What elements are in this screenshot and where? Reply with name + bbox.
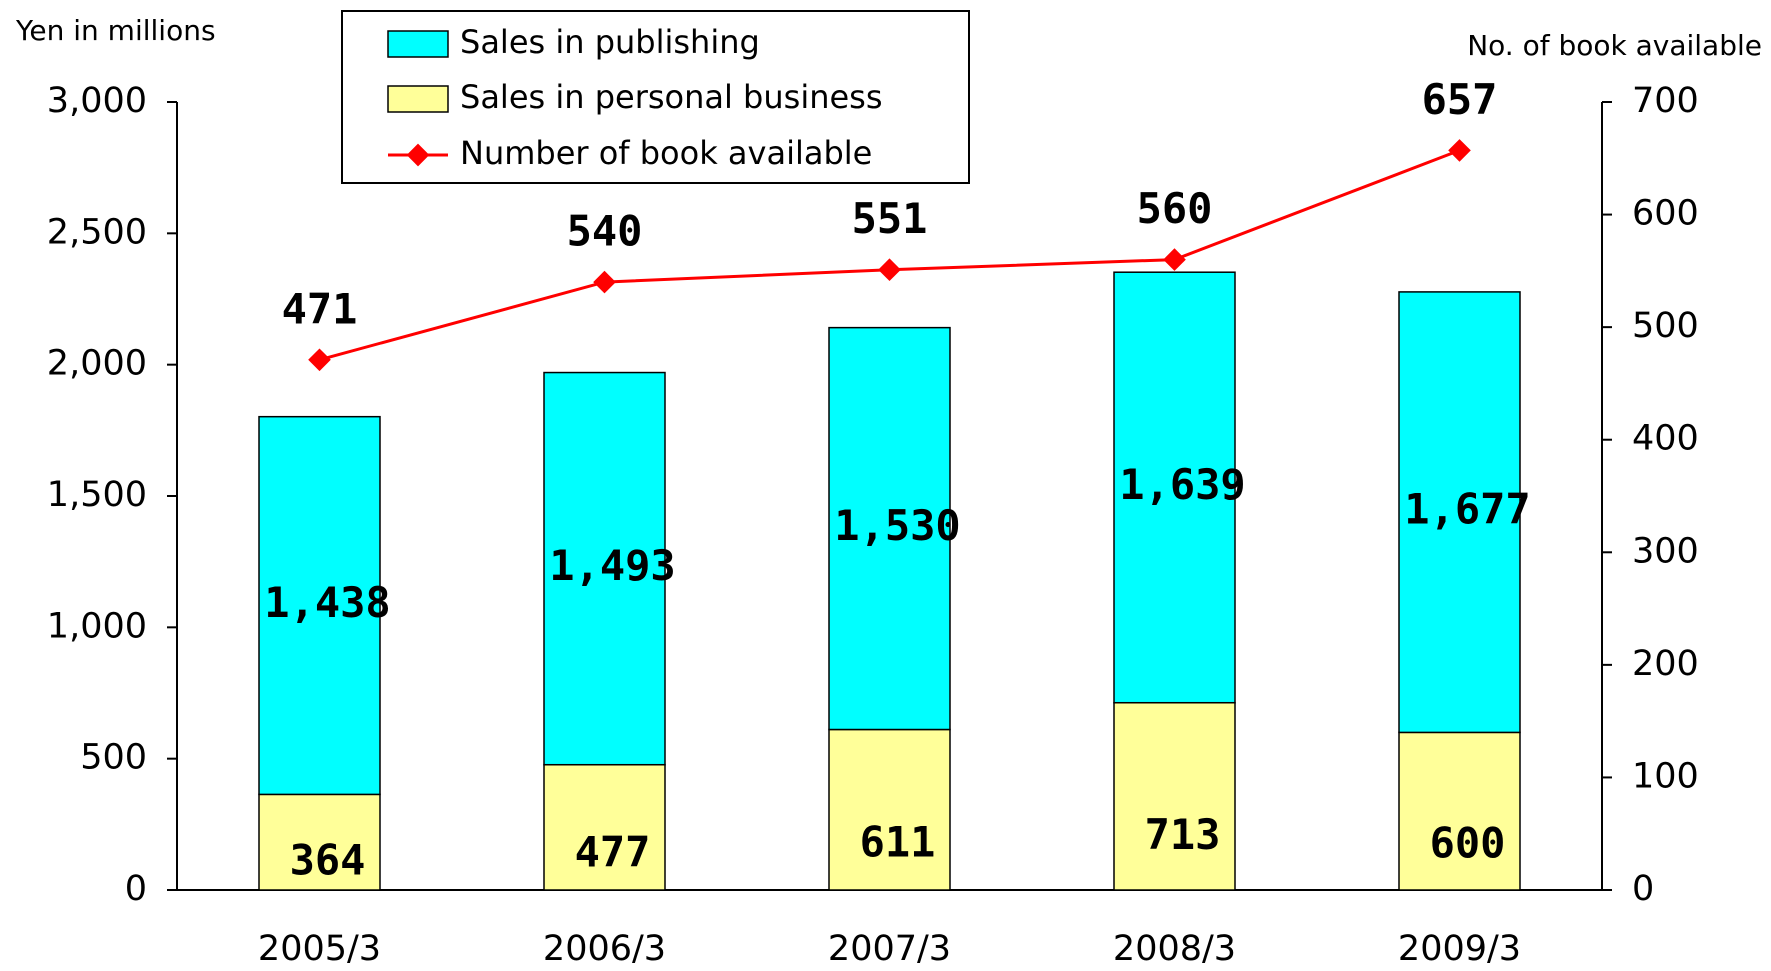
data-label: 540 [567,207,643,256]
x-tick-label: 2005/3 [258,929,381,969]
x-tick-label: 2007/3 [828,929,951,969]
legend-swatch [387,85,449,113]
x-tick-label: 2009/3 [1398,929,1521,969]
data-label: 611 [860,818,936,867]
bar-segment [258,415,381,796]
y2-tick-label: 0 [1632,869,1654,909]
data-label: 477 [575,827,651,876]
data-label: 1,639 [1119,460,1245,509]
y2-tick-label: 300 [1632,531,1699,571]
y2-tick-label: 500 [1632,306,1699,346]
y2-tick-label: 600 [1632,194,1699,234]
y-tick-label: 1,000 [47,606,147,646]
data-label: 1,677 [1404,485,1530,534]
data-label: 1,493 [549,541,675,590]
y2-axis-label: No. of book available [1467,29,1762,62]
data-label: 1,530 [834,501,960,550]
y2-tick-label: 400 [1632,419,1699,459]
bar-segment [828,326,951,731]
data-label: 600 [1430,818,1506,867]
bar-segment [1113,701,1236,891]
y-tick-label: 2,000 [47,344,147,384]
bar-segment [1113,271,1236,704]
legend-swatch [387,30,449,58]
data-label: 1,438 [264,578,390,627]
data-label: 713 [1145,810,1221,859]
bar-segment [543,763,666,891]
y-tick-label: 1,500 [47,475,147,515]
line-marker [593,270,616,294]
bar-segment [1398,291,1521,734]
data-label: 657 [1422,75,1498,124]
data-label: 471 [282,284,358,333]
line-marker [1163,248,1186,271]
y-tick-label: 3,000 [47,81,147,121]
x-tick-label: 2006/3 [543,929,666,969]
x-tick-label: 2008/3 [1113,929,1236,969]
y-axis-label: Yen in millions [15,14,216,47]
legend-label: Sales in personal business [460,78,883,116]
line-marker [308,348,331,372]
legend-label: Number of book available [460,134,872,172]
line-marker [1448,139,1471,162]
y-tick-label: 500 [80,738,147,778]
data-label: 364 [290,836,366,885]
y-tick-label: 0 [125,869,147,909]
data-label: 560 [1137,184,1213,233]
legend-label: Sales in publishing [460,23,760,61]
bar-segment [543,371,666,766]
bar-segment [828,728,951,891]
y-tick-label: 2,500 [47,212,147,252]
y2-tick-label: 200 [1632,644,1699,684]
y2-tick-label: 700 [1632,81,1699,121]
bar-segment [1398,731,1521,891]
line-marker [878,258,901,282]
data-label: 551 [852,194,928,243]
y2-tick-label: 100 [1632,756,1699,796]
